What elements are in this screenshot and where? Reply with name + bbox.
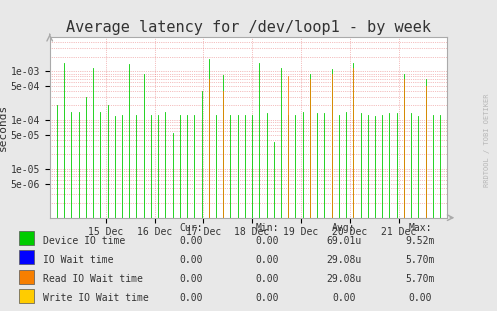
Text: 69.01u: 69.01u — [327, 236, 361, 246]
Text: Cur:: Cur: — [179, 223, 203, 234]
Text: Device IO time: Device IO time — [43, 236, 126, 246]
Text: 0.00: 0.00 — [256, 293, 279, 303]
Text: 9.52m: 9.52m — [406, 236, 435, 246]
Text: Max:: Max: — [409, 223, 432, 234]
Text: 0.00: 0.00 — [256, 274, 279, 284]
Text: IO Wait time: IO Wait time — [43, 255, 114, 265]
Text: 0.00: 0.00 — [256, 236, 279, 246]
Bar — [19, 250, 34, 264]
Bar — [19, 270, 34, 284]
Text: RRDTOOL / TOBI OETIKER: RRDTOOL / TOBI OETIKER — [484, 93, 490, 187]
Text: 5.70m: 5.70m — [406, 255, 435, 265]
Text: 0.00: 0.00 — [179, 255, 203, 265]
Text: 5.70m: 5.70m — [406, 274, 435, 284]
Text: Write IO Wait time: Write IO Wait time — [43, 293, 149, 303]
Text: 0.00: 0.00 — [179, 236, 203, 246]
Text: Min:: Min: — [256, 223, 279, 234]
Text: Avg:: Avg: — [332, 223, 356, 234]
Text: 0.00: 0.00 — [256, 255, 279, 265]
Y-axis label: seconds: seconds — [0, 104, 8, 151]
Title: Average latency for /dev/loop1 - by week: Average latency for /dev/loop1 - by week — [66, 20, 431, 35]
Text: 0.00: 0.00 — [179, 293, 203, 303]
Text: 0.00: 0.00 — [332, 293, 356, 303]
Bar — [19, 231, 34, 245]
Bar — [19, 289, 34, 303]
Text: Read IO Wait time: Read IO Wait time — [43, 274, 143, 284]
Text: 29.08u: 29.08u — [327, 255, 361, 265]
Text: 29.08u: 29.08u — [327, 274, 361, 284]
Text: 0.00: 0.00 — [179, 274, 203, 284]
Text: 0.00: 0.00 — [409, 293, 432, 303]
